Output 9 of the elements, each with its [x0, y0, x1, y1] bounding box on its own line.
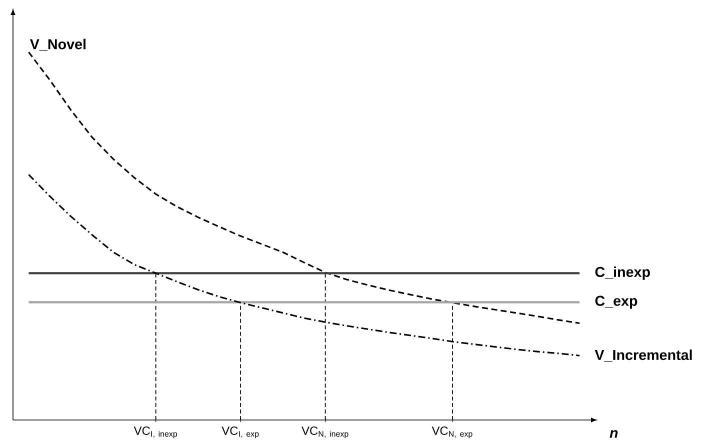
- x-tick-label: $\mathrm{VC}_{\mathrm{N,\ exp}}$: [432, 426, 472, 438]
- series-label: V_Incremental: [594, 350, 692, 362]
- x-tick-label: $\mathrm{VC}_{\mathrm{I,\ exp}}$: [222, 426, 259, 438]
- series-label: V_Novel: [30, 38, 86, 51]
- series-label: C_exp: [595, 296, 638, 309]
- x-tick-label: $\mathrm{VC}_{\mathrm{N,\ inexp}}$: [302, 426, 348, 438]
- x-axis-title: n: [610, 430, 618, 438]
- series-label: C_inexp: [595, 266, 650, 280]
- x-tick-label: $\mathrm{VC}_{\mathrm{I,\ inexp}}$: [134, 426, 177, 438]
